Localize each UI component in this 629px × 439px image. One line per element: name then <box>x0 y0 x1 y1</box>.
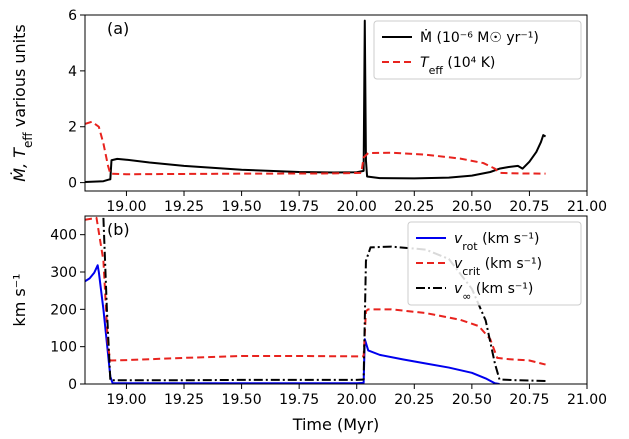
x-tick-label: 19.25 <box>164 199 204 215</box>
x-tick-label: 19.50 <box>222 392 262 408</box>
x-tick-label: 20.75 <box>509 392 549 408</box>
x-tick-label: 21.00 <box>567 392 607 408</box>
y-axis-label: km s⁻¹ <box>10 273 29 326</box>
y-axis-label: Ṁ, Teff various units <box>10 24 35 181</box>
panel-label: (b) <box>107 220 130 239</box>
series-line-0 <box>85 19 547 184</box>
x-tick-label: 20.00 <box>337 392 377 408</box>
legend: Ṁ (10⁻⁶ M☉ yr⁻¹) Teff (10⁴ K) <box>373 20 582 80</box>
series-line-0 <box>85 264 500 384</box>
series-line-2 <box>102 217 546 383</box>
x-tick-label: 19.50 <box>222 199 262 215</box>
legend-entry-1: Teff (10⁴ K) <box>420 55 495 77</box>
x-tick-label: 20.75 <box>509 199 549 215</box>
x-tick-label: 20.50 <box>452 199 492 215</box>
legend-entry-1: vcrit (km s⁻¹) <box>454 256 542 278</box>
x-tick-label: 19.75 <box>279 199 319 215</box>
x-tick-label: 21.00 <box>567 199 607 215</box>
legend: vrot (km s⁻¹) vcrit (km s⁻¹) v∞ (km s⁻¹) <box>407 221 582 306</box>
series-group <box>85 216 546 384</box>
y-tick-label: 300 <box>50 265 77 281</box>
legend-box <box>407 221 582 306</box>
panel-b: 19.00 19.25 19.50 19.75 20.00 20.25 20.50 20.75… <box>10 215 607 434</box>
panel-label: (a) <box>107 19 129 38</box>
y-tick-label: 400 <box>50 228 77 244</box>
y-tick-label: 2 <box>68 120 77 136</box>
legend-entry-2: v∞ (km s⁻¹) <box>454 281 533 303</box>
x-tick-label: 20.50 <box>452 392 492 408</box>
y-tick-label: 0 <box>68 176 77 192</box>
legend-box <box>373 20 582 80</box>
x-tick-label: 19.75 <box>279 392 319 408</box>
x-tick-label: 19.00 <box>106 392 146 408</box>
y-tick-label: 4 <box>68 64 77 80</box>
legend-entry-0: vrot (km s⁻¹) <box>454 231 540 253</box>
series-group <box>85 19 547 184</box>
x-tick-label: 20.25 <box>394 199 434 215</box>
axes-frame <box>84 14 588 192</box>
y-tick-label: 6 <box>68 8 77 24</box>
y-tick-label: 200 <box>50 302 77 318</box>
x-tick-label: 19.00 <box>106 199 146 215</box>
x-tick-label: 19.25 <box>164 392 204 408</box>
legend-entry-0: Ṁ (10⁻⁶ M☉ yr⁻¹) <box>420 28 539 46</box>
series-line-1 <box>85 120 546 176</box>
x-tick-label: 20.00 <box>337 199 377 215</box>
y-tick-label: 0 <box>68 377 77 393</box>
y-tick-label: 100 <box>50 340 77 356</box>
x-axis-label: Time (Myr) <box>292 415 380 434</box>
x-tick-label: 20.25 <box>394 392 434 408</box>
panel-a: 19.00 19.25 19.50 19.75 20.00 20.25 20.50 20.75… <box>10 8 607 215</box>
axes-frame <box>84 215 588 385</box>
